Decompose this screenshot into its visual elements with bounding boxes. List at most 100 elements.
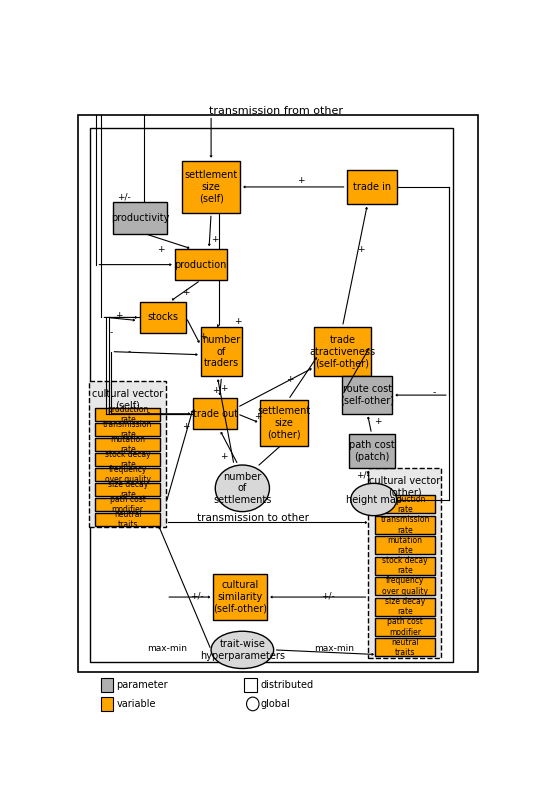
Bar	[95, 424, 160, 436]
Text: variable: variable	[116, 699, 156, 709]
Text: +: +	[182, 422, 190, 431]
Text: trade out: trade out	[193, 409, 238, 419]
Text: +: +	[157, 245, 165, 253]
Bar	[95, 408, 160, 421]
Text: productivity: productivity	[111, 213, 169, 223]
Text: +: +	[220, 384, 228, 393]
Text: path cost
modifier: path cost modifier	[387, 617, 423, 637]
Text: mutation
rate: mutation rate	[387, 536, 422, 555]
Bar	[375, 537, 435, 554]
Text: +/-: +/-	[356, 470, 370, 479]
Text: frequency
over quality: frequency over quality	[105, 465, 151, 484]
Text: neutral
traits: neutral traits	[114, 510, 141, 529]
Text: -: -	[109, 328, 112, 337]
Text: +/-: +/-	[321, 592, 335, 601]
Bar	[193, 398, 237, 429]
Text: path cost
modifier: path cost modifier	[110, 495, 146, 514]
Text: settlement
size
(other): settlement size (other)	[258, 407, 310, 440]
Text: size decay
rate: size decay rate	[385, 597, 425, 617]
Text: cultural
similarity
(self-other): cultural similarity (self-other)	[213, 580, 267, 613]
Ellipse shape	[211, 631, 274, 668]
Bar	[260, 399, 308, 446]
Text: parameter: parameter	[116, 680, 168, 690]
Text: -: -	[128, 347, 131, 356]
Text: transmission
rate: transmission rate	[103, 420, 152, 439]
Text: +: +	[182, 288, 190, 297]
Bar	[349, 434, 394, 468]
Text: +: +	[235, 317, 242, 326]
Text: stocks: stocks	[147, 312, 179, 323]
Text: +/-: +/-	[189, 592, 203, 601]
Text: cultural vector
(other): cultural vector (other)	[370, 475, 441, 497]
Text: +: +	[374, 417, 381, 426]
Text: production
rate: production rate	[107, 405, 148, 424]
Text: frequency
over quality: frequency over quality	[382, 576, 428, 596]
Bar	[140, 302, 186, 333]
Text: -: -	[351, 365, 355, 374]
Bar	[369, 468, 442, 658]
Bar	[375, 495, 435, 513]
Text: neutral
traits: neutral traits	[391, 638, 419, 657]
Text: global: global	[260, 699, 290, 709]
Bar	[375, 618, 435, 636]
Bar	[101, 697, 113, 711]
Bar	[175, 249, 226, 280]
Ellipse shape	[246, 697, 259, 711]
Bar	[89, 381, 166, 527]
Bar	[113, 203, 167, 233]
Bar	[95, 513, 160, 526]
Bar	[95, 483, 160, 496]
Text: transmission to other: transmission to other	[197, 512, 309, 522]
Text: number
of
settlements: number of settlements	[213, 472, 272, 505]
Text: cultural vector
(self): cultural vector (self)	[92, 389, 164, 410]
Text: +: +	[297, 176, 305, 186]
Text: +: +	[211, 236, 219, 245]
Bar	[90, 128, 453, 663]
Bar	[314, 327, 371, 377]
Text: height map: height map	[345, 495, 402, 504]
Text: number
of
traders: number of traders	[202, 335, 240, 368]
Bar	[375, 516, 435, 534]
Text: max-min: max-min	[147, 644, 187, 653]
Text: transmission from other: transmission from other	[209, 107, 343, 116]
Text: +/-: +/-	[117, 192, 131, 202]
Ellipse shape	[215, 465, 270, 512]
Ellipse shape	[351, 483, 397, 516]
Text: size decay
rate: size decay rate	[108, 480, 148, 500]
Text: +: +	[254, 412, 262, 421]
Text: +: +	[357, 245, 365, 253]
Text: max-min: max-min	[314, 644, 354, 653]
Bar	[375, 557, 435, 575]
Text: transmission
rate: transmission rate	[380, 515, 430, 534]
Text: stock decay
rate: stock decay rate	[382, 556, 428, 575]
Text: route cost
(self-other): route cost (self-other)	[341, 384, 394, 406]
Text: path cost
(patch): path cost (patch)	[349, 441, 394, 462]
Text: +: +	[115, 311, 122, 320]
Text: +: +	[287, 375, 294, 384]
Bar	[346, 169, 397, 204]
Text: stock decay
rate: stock decay rate	[105, 450, 151, 470]
Text: +: +	[212, 387, 220, 395]
Text: trade
atractiveness
(self-other): trade atractiveness (self-other)	[309, 335, 376, 368]
Bar	[95, 438, 160, 451]
Text: mutation
rate: mutation rate	[110, 435, 145, 454]
Text: settlement
size
(self): settlement size (self)	[185, 170, 238, 203]
Bar	[182, 161, 240, 213]
Bar	[375, 577, 435, 595]
Text: -: -	[433, 388, 436, 397]
Bar	[213, 574, 267, 621]
Bar	[95, 499, 160, 511]
Bar	[201, 327, 242, 377]
Text: +: +	[220, 451, 228, 461]
Bar	[101, 679, 113, 692]
Text: -: -	[147, 408, 150, 417]
Bar	[375, 638, 435, 656]
Text: +: +	[199, 332, 207, 341]
Text: production
rate: production rate	[384, 495, 426, 514]
Text: distributed: distributed	[260, 680, 314, 690]
Bar	[342, 376, 392, 414]
Text: trade in: trade in	[352, 182, 391, 192]
Text: trait-wise
hyperparameters: trait-wise hyperparameters	[200, 639, 285, 661]
Bar	[244, 679, 257, 692]
Bar	[375, 598, 435, 616]
